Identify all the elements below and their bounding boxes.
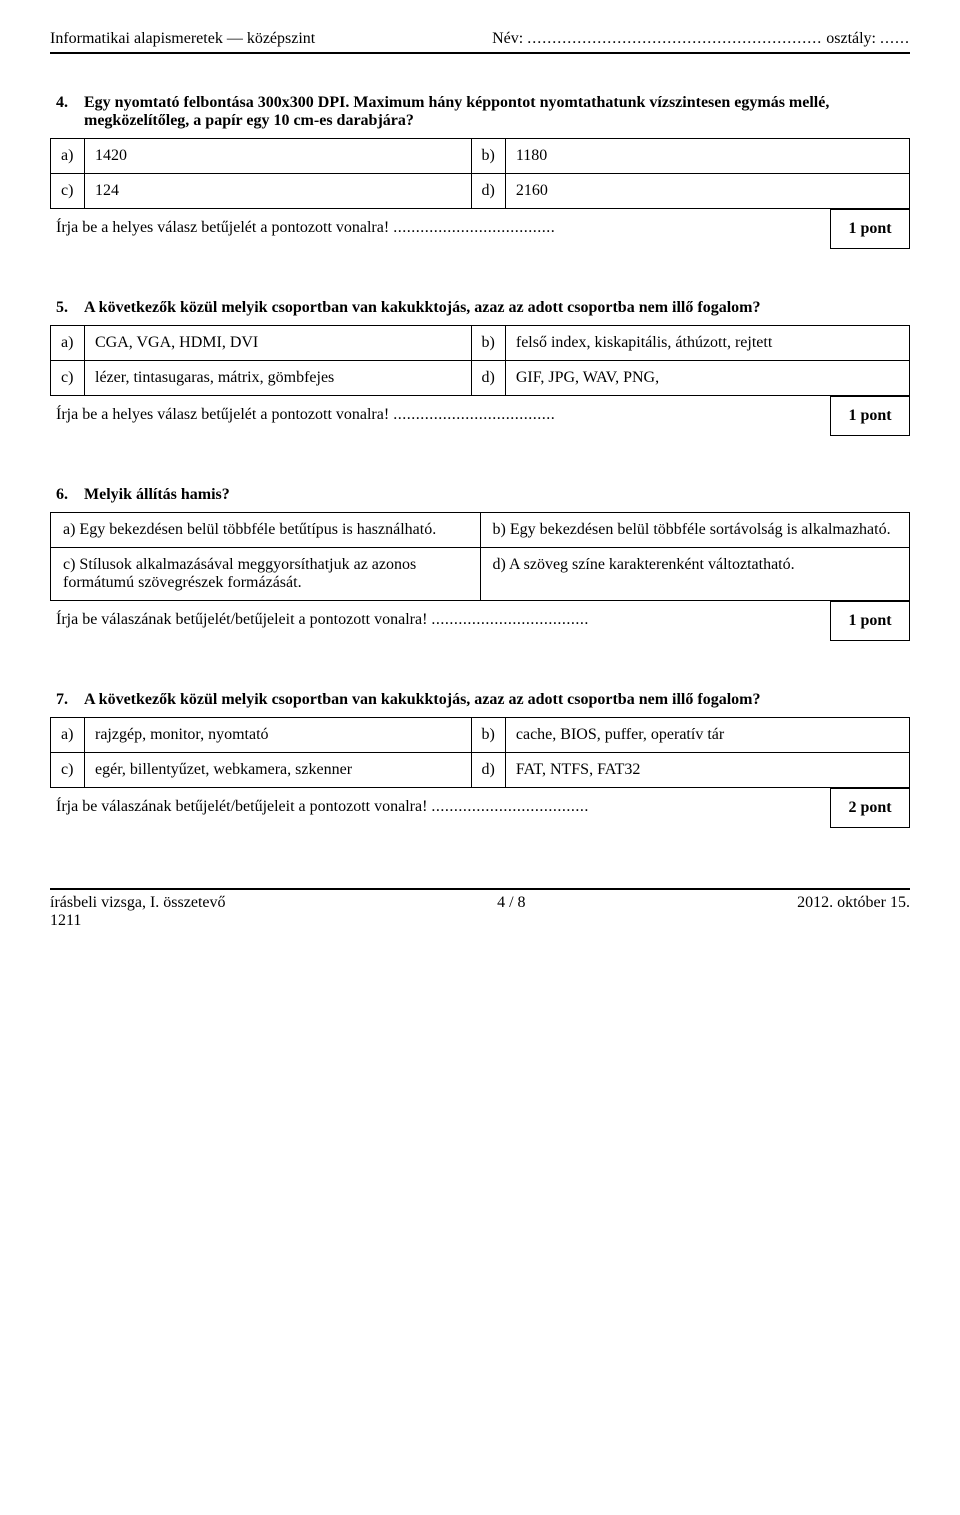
q4-opt-c-value: 124 <box>85 174 472 209</box>
footer-code: 1211 <box>50 912 81 929</box>
q7-opt-b-value: cache, BIOS, puffer, operatív tár <box>505 718 909 753</box>
q4-text: Egy nyomtató felbontása 300x300 DPI. Max… <box>84 94 904 130</box>
q5-opt-b-label: b) <box>471 326 505 361</box>
q5-opt-c-value: lézer, tintasugaras, mátrix, gömbfejes <box>85 361 472 396</box>
q4-answer-line: Írja be a helyes válasz betűjelét a pont… <box>50 209 830 243</box>
name-label: Név: <box>492 30 523 48</box>
question-4: 4. Egy nyomtató felbontása 300x300 DPI. … <box>50 94 910 249</box>
name-class-fields: Név: ...................................… <box>492 30 910 48</box>
q6-number: 6. <box>56 486 78 504</box>
footer-left: írásbeli vizsga, I. összetevő 1211 <box>50 894 226 930</box>
q4-opt-b-label: b) <box>471 139 505 174</box>
q7-opt-d-value: FAT, NTFS, FAT32 <box>505 753 909 788</box>
q6-answer-prompt: Írja be válaszának betűjelét/betűjeleit … <box>56 611 427 628</box>
footer-date: 2012. október 15. <box>797 894 910 930</box>
class-dots: ...... <box>880 30 910 48</box>
q5-opt-d-value: GIF, JPG, WAV, PNG, <box>505 361 909 396</box>
q4-opt-a-label: a) <box>51 139 85 174</box>
q5-opt-b-value: felső index, kiskapitális, áthúzott, rej… <box>505 326 909 361</box>
q6-score: 1 pont <box>830 601 910 641</box>
q7-answer-dots: ................................... <box>431 798 589 815</box>
page-footer: írásbeli vizsga, I. összetevő 1211 4 / 8… <box>50 888 910 930</box>
q6-opt-d: d) A szöveg színe karakterenként változt… <box>480 548 911 601</box>
q7-number: 7. <box>56 691 78 709</box>
q4-number: 4. <box>56 94 78 130</box>
q6-opt-c: c) Stílusok alkalmazásával meggyorsít­ha… <box>50 548 480 601</box>
footer-exam-type: írásbeli vizsga, I. összetevő <box>50 894 226 911</box>
question-7: 7. A következők közül melyik csoportban … <box>50 691 910 828</box>
subject-level: Informatikai alapismeretek — középszint <box>50 30 315 48</box>
q7-answer-line: Írja be válaszának betűjelét/betűjeleit … <box>50 788 830 822</box>
q5-opt-d-label: d) <box>471 361 505 396</box>
q7-opt-a-value: rajzgép, monitor, nyomtató <box>85 718 472 753</box>
q5-opt-a-value: CGA, VGA, HDMI, DVI <box>85 326 472 361</box>
q5-answer-dots: .................................... <box>393 406 555 423</box>
q7-text: A következők közül melyik csoportban van… <box>84 691 760 709</box>
q4-options-table: a) 1420 b) 1180 c) 124 d) 2160 <box>50 138 910 209</box>
q5-answer-prompt: Írja be a helyes válasz betűjelét a pont… <box>56 406 389 423</box>
q5-number: 5. <box>56 299 78 317</box>
q4-opt-d-value: 2160 <box>505 174 909 209</box>
q6-text: Melyik állítás hamis? <box>84 486 230 504</box>
question-5: 5. A következők közül melyik csoportban … <box>50 299 910 436</box>
header-rule <box>50 52 910 54</box>
q7-options-table: a) rajzgép, monitor, nyomtató b) cache, … <box>50 717 910 788</box>
q7-answer-prompt: Írja be válaszának betűjelét/betűjeleit … <box>56 798 427 815</box>
name-dots: ........................................… <box>527 30 822 48</box>
q4-score: 1 pont <box>830 209 910 249</box>
q4-opt-a-value: 1420 <box>85 139 472 174</box>
q6-opt-a: a) Egy bekezdésen belül többféle betűtíp… <box>50 512 480 548</box>
q7-score: 2 pont <box>830 788 910 828</box>
q5-opt-a-label: a) <box>51 326 85 361</box>
q6-answer-dots: ................................... <box>431 611 589 628</box>
page-header: Informatikai alapismeretek — középszint … <box>50 30 910 52</box>
footer-page-number: 4 / 8 <box>497 894 525 930</box>
q6-opt-b: b) Egy bekezdésen belül többféle sortávo… <box>480 512 911 548</box>
q7-opt-d-label: d) <box>471 753 505 788</box>
q4-opt-b-value: 1180 <box>505 139 909 174</box>
class-label: osztály: <box>826 30 876 48</box>
q7-opt-c-value: egér, billentyűzet, webkamera, szkenner <box>85 753 472 788</box>
q7-opt-c-label: c) <box>51 753 85 788</box>
q5-options-table: a) CGA, VGA, HDMI, DVI b) felső index, k… <box>50 325 910 396</box>
q4-answer-dots: .................................... <box>393 219 555 236</box>
q5-score: 1 pont <box>830 396 910 436</box>
q5-opt-c-label: c) <box>51 361 85 396</box>
q5-answer-line: Írja be a helyes válasz betűjelét a pont… <box>50 396 830 430</box>
question-6: 6. Melyik állítás hamis? a) Egy bekezdés… <box>50 486 910 641</box>
q4-opt-d-label: d) <box>471 174 505 209</box>
q7-opt-a-label: a) <box>51 718 85 753</box>
q5-text: A következők közül melyik csoportban van… <box>84 299 760 317</box>
footer-rule <box>50 888 910 890</box>
q7-opt-b-label: b) <box>471 718 505 753</box>
q6-answer-line: Írja be válaszának betűjelét/betűjeleit … <box>50 601 830 635</box>
q4-answer-prompt: Írja be a helyes válasz betűjelét a pont… <box>56 219 389 236</box>
q4-opt-c-label: c) <box>51 174 85 209</box>
